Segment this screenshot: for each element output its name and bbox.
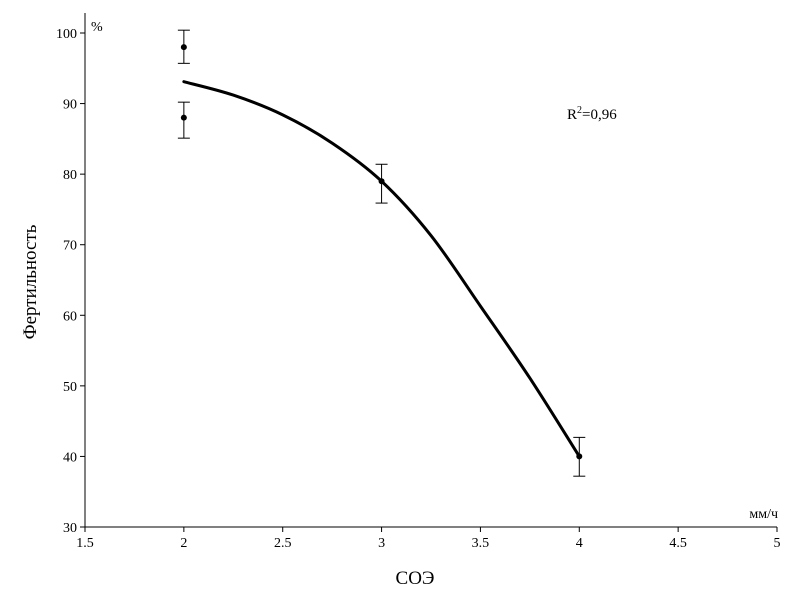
- data-point-marker: [378, 178, 385, 185]
- data-point-group: [375, 163, 388, 204]
- fit-curve: [182, 80, 581, 458]
- x-tick-label: 3: [378, 536, 385, 551]
- x-tick-label: 4: [576, 536, 583, 551]
- r-squared-superscript: 2: [577, 105, 582, 116]
- data-point-marker: [576, 453, 583, 460]
- x-unit-label: мм/ч: [749, 507, 778, 522]
- y-tick-label: 30: [63, 521, 77, 536]
- y-tick-label: 70: [63, 239, 77, 254]
- y-unit-label: %: [91, 20, 103, 35]
- r-squared-value: =0,96: [582, 107, 617, 123]
- data-point-group: [177, 29, 190, 64]
- axes: [84, 13, 777, 528]
- fit-curve-group: [182, 80, 581, 458]
- data-point-marker: [180, 44, 187, 51]
- data-point-group: [177, 101, 190, 139]
- x-tick-label: 4.5: [669, 536, 687, 551]
- y-tick-label: 90: [63, 98, 77, 113]
- y-axis-title: Фертильность: [20, 224, 41, 339]
- x-ticks: 1.5 2 2.5 3 3.5 4 4.5 5: [76, 527, 781, 551]
- y-tick-label: 40: [63, 450, 77, 465]
- r-squared-annotation: R2=0,96: [567, 105, 617, 123]
- data-points: [177, 29, 586, 477]
- y-tick-label: 80: [63, 168, 77, 183]
- data-point-marker: [180, 114, 187, 121]
- data-point-group: [573, 436, 586, 477]
- x-tick-label: 3.5: [472, 536, 490, 551]
- x-axis-title: СОЭ: [396, 568, 435, 589]
- y-tick-label: 100: [56, 27, 77, 42]
- x-tick-label: 5: [774, 536, 781, 551]
- x-tick-label: 1.5: [76, 536, 94, 551]
- y-ticks: 30 40 50 60 70 80 90 100: [56, 27, 85, 536]
- x-tick-label: 2: [180, 536, 187, 551]
- x-tick-label: 2.5: [274, 536, 292, 551]
- r-squared-prefix: R: [567, 107, 577, 123]
- y-tick-label: 50: [63, 380, 77, 395]
- y-tick-label: 60: [63, 309, 77, 324]
